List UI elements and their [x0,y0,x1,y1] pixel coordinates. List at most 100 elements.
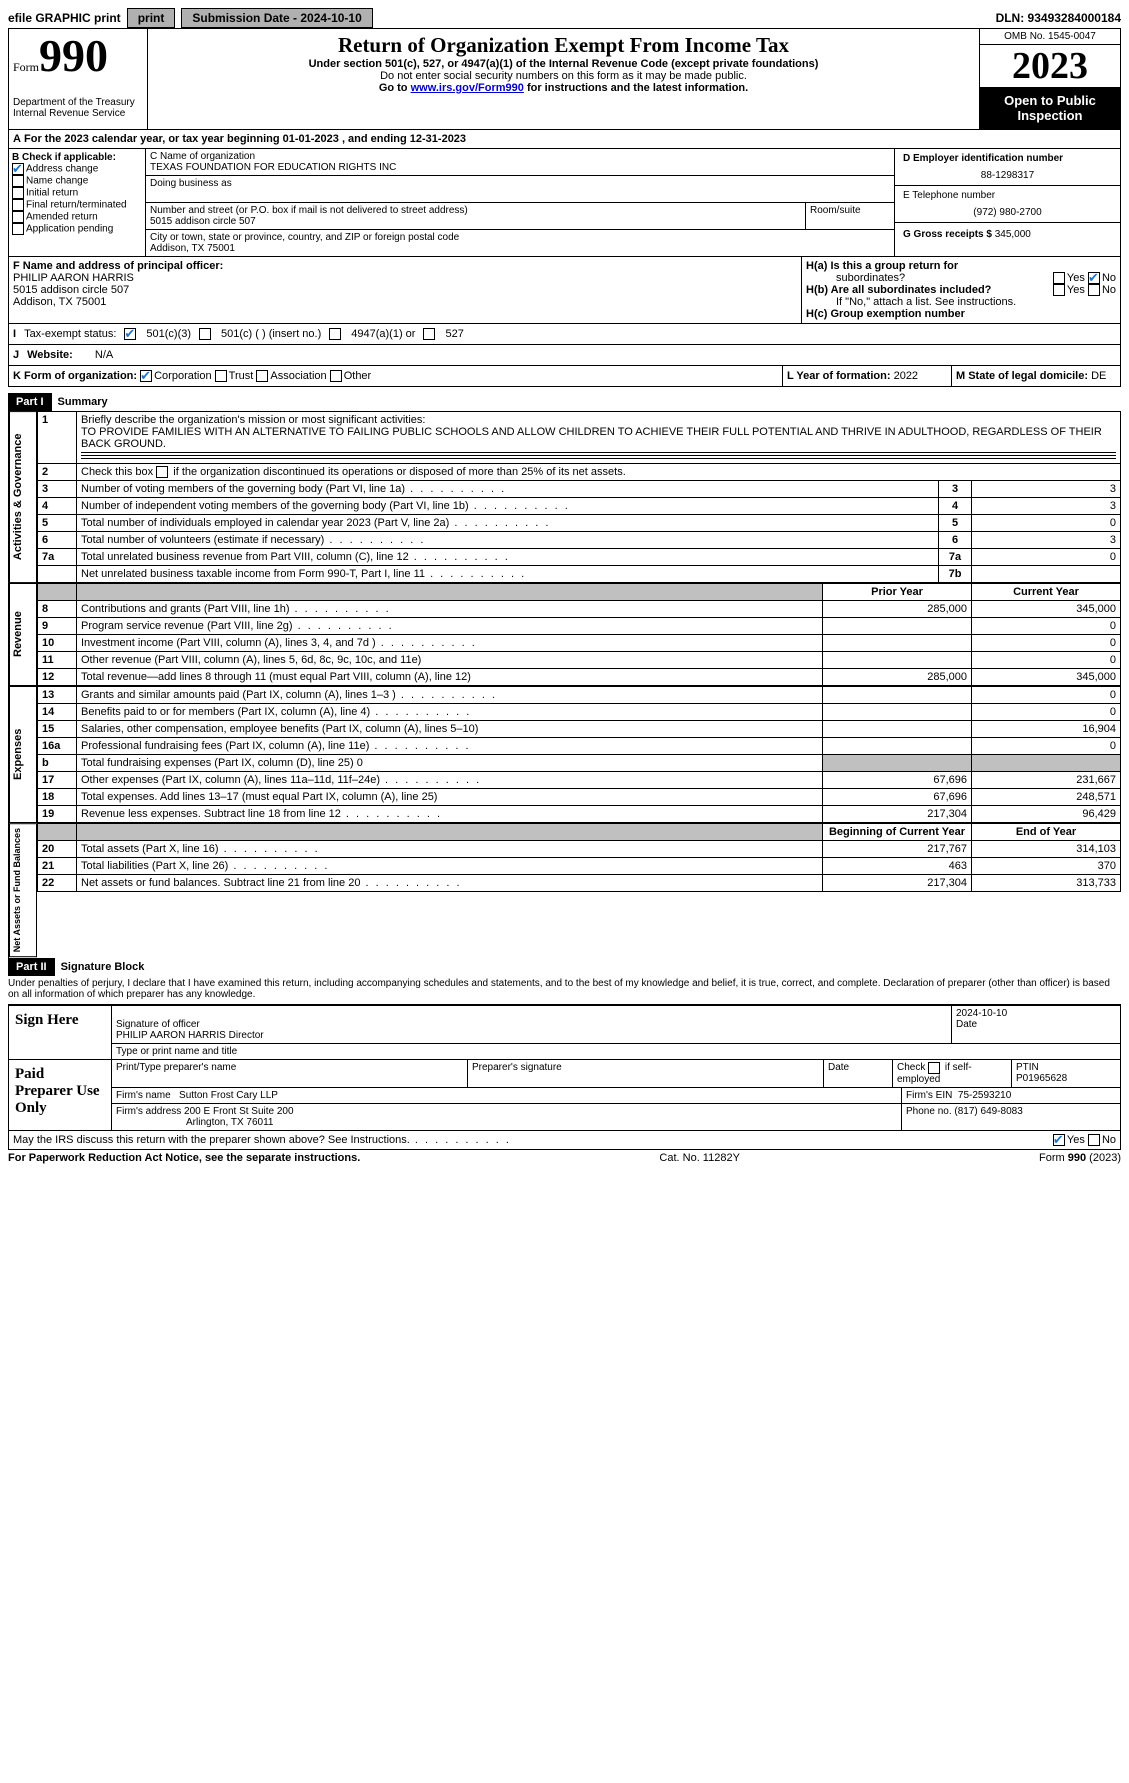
line10: Investment income (Part VIII, column (A)… [81,637,477,649]
cb-corp[interactable] [140,370,152,382]
p19: 217,304 [823,806,972,823]
cb-other[interactable] [330,370,342,382]
cb-self-employed[interactable] [928,1062,940,1074]
cb-address-change[interactable] [12,163,24,175]
dba-lbl: Doing business as [150,178,232,189]
street: 5015 addison circle 507 [150,216,256,227]
cb-hb-yes[interactable] [1053,284,1065,296]
cb-trust[interactable] [215,370,227,382]
dln: DLN: 93493284000184 [996,11,1121,25]
open-inspection: Open to Public Inspection [980,87,1120,129]
cb-final-return[interactable] [12,199,24,211]
form-word: Form [13,60,39,74]
col-d: D Employer identification number88-12983… [895,149,1120,256]
line9: Program service revenue (Part VIII, line… [81,620,394,632]
addr-lbl: Firm's address [116,1106,181,1117]
firm-name: Sutton Frost Cary LLP [179,1090,278,1101]
p21: 463 [823,858,972,875]
line8: Contributions and grants (Part VIII, lin… [81,603,391,615]
cb-assoc[interactable] [256,370,268,382]
line20: Total assets (Part X, line 16) [81,843,320,855]
p8: 285,000 [823,601,972,618]
prep-sig-lbl: Preparer's signature [472,1062,562,1073]
period-text: For the 2023 calendar year, or tax year … [24,133,466,145]
g-lbl: G Gross receipts $ [903,229,992,240]
line19: Revenue less expenses. Subtract line 18 … [81,808,442,820]
lbl-name-change: Name change [26,176,88,187]
l-lbl: L Year of formation: [787,370,891,382]
p11 [823,652,972,669]
c13: 0 [972,687,1121,704]
cb-527[interactable] [423,328,435,340]
self-emp: Check if self-employed [897,1062,972,1084]
tab-expenses: Expenses [9,686,37,823]
d-lbl: D Employer identification number [903,153,1063,164]
firm-phone: (817) 649-8083 [954,1106,1022,1117]
line13: Grants and similar amounts paid (Part IX… [81,689,497,701]
p22: 217,304 [823,875,972,892]
col-b: B Check if applicable: Address change Na… [9,149,146,256]
c16a: 0 [972,738,1121,755]
row-klm: K Form of organization: Corporation Trus… [8,366,1121,387]
v3: 3 [972,481,1121,498]
c-name-lbl: C Name of organization [150,151,255,162]
print-button[interactable]: print [127,8,176,28]
city-lbl: City or town, state or province, country… [150,232,459,243]
gross-receipts: 345,000 [995,229,1031,240]
cb-hb-no[interactable] [1088,284,1100,296]
phone: (972) 980-2700 [903,201,1112,218]
line11: Other revenue (Part VIII, column (A), li… [81,654,421,666]
ein-lbl: Firm's EIN [906,1090,952,1101]
firm-addr: 200 E Front St Suite 200 [184,1106,294,1117]
website: N/A [95,349,113,361]
perjury-decl: Under penalties of perjury, I declare th… [8,976,1121,1002]
revenue-section: Revenue Prior YearCurrent Year 8Contribu… [8,583,1121,686]
year-formation: 2022 [894,370,918,382]
cb-ha-yes[interactable] [1053,272,1065,284]
part2-hdr: Part II [8,958,55,976]
cb-discuss-no[interactable] [1088,1134,1100,1146]
cat-no: Cat. No. 11282Y [659,1152,740,1164]
lbl-501c3: 501(c)(3) [146,328,191,340]
part1-title: Summary [58,396,108,408]
goto-link[interactable]: www.irs.gov/Form990 [411,82,524,94]
expenses-section: Expenses 13Grants and similar amounts pa… [8,686,1121,823]
ha-lbl: H(a) Is this a group return for [806,260,958,272]
c17: 231,667 [972,772,1121,789]
cb-line2[interactable] [156,466,168,478]
k-lbl: K Form of organization: [13,370,137,382]
cb-ha-no[interactable] [1088,272,1100,284]
cb-amended[interactable] [12,211,24,223]
e-lbl: E Telephone number [903,190,995,201]
lbl-4947: 4947(a)(1) or [351,328,415,340]
hb-yes: Yes [1067,284,1085,296]
f-lbl: F Name and address of principal officer: [13,260,223,272]
cb-initial-return[interactable] [12,187,24,199]
cb-4947[interactable] [329,328,341,340]
cb-501c[interactable] [199,328,211,340]
tab-activities: Activities & Governance [9,411,37,583]
row-a-period: A For the 2023 calendar year, or tax yea… [8,130,1121,149]
top-bar: efile GRAPHIC print print Submission Dat… [8,8,1121,28]
lbl-assoc: Association [270,370,326,382]
cb-discuss-yes[interactable] [1053,1134,1065,1146]
cb-app-pending[interactable] [12,223,24,235]
goto-prefix: Go to [379,82,411,94]
cb-501c3[interactable] [124,328,136,340]
prep-date-lbl: Date [828,1062,849,1073]
part2-title: Signature Block [61,961,145,973]
cy-hdr: Current Year [1013,586,1079,598]
v4: 3 [972,498,1121,515]
sig-officer: PHILIP AARON HARRIS Director [116,1030,264,1041]
omb-number: OMB No. 1545-0047 [980,29,1120,45]
goto-suffix: for instructions and the latest informat… [524,82,748,94]
form-title: Return of Organization Exempt From Incom… [152,33,975,58]
section-fh: F Name and address of principal officer:… [8,257,1121,324]
p9 [823,618,972,635]
line5: Total number of individuals employed in … [81,517,550,529]
form-number: 990 [39,30,108,81]
c15: 16,904 [972,721,1121,738]
j-lbl: Website: [27,349,73,361]
cb-name-change[interactable] [12,175,24,187]
c14: 0 [972,704,1121,721]
